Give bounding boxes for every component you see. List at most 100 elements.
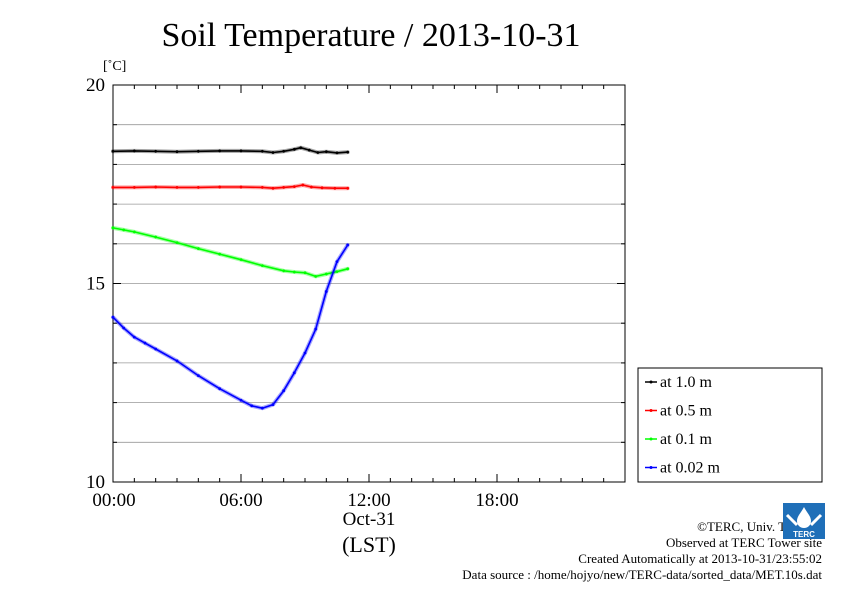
data-point <box>239 258 243 262</box>
data-point <box>196 186 200 189</box>
data-point <box>292 147 296 151</box>
series-line <box>112 244 349 410</box>
copyright-text: ©TERC, Univ. Tsukuba <box>697 519 822 534</box>
data-point <box>335 260 339 264</box>
data-point <box>292 185 296 189</box>
data-point <box>324 290 328 293</box>
data-point <box>154 185 158 189</box>
x-tick-label: 00:00 <box>92 490 135 511</box>
data-point <box>271 186 275 190</box>
data-point <box>346 243 350 247</box>
observed-text: Observed at TERC Tower site <box>665 535 822 550</box>
series-line <box>112 227 349 278</box>
data-point <box>122 228 126 232</box>
data-point <box>132 186 136 189</box>
data-point <box>307 148 311 152</box>
data-point <box>111 226 115 230</box>
legend-box <box>637 367 823 483</box>
legend-marker <box>649 409 653 412</box>
data-point <box>303 351 307 355</box>
data-point <box>310 185 313 189</box>
data-point <box>196 149 200 153</box>
data-point <box>314 327 318 331</box>
series-line <box>112 184 349 189</box>
data-point <box>175 150 179 154</box>
data-point <box>335 270 339 273</box>
data-point <box>111 149 115 153</box>
data-point <box>282 186 286 189</box>
data-point <box>320 186 324 190</box>
legend-label: at 0.1 m <box>660 431 713 448</box>
data-point <box>239 398 243 402</box>
data-point <box>292 270 296 274</box>
data-point <box>282 149 286 153</box>
legend-label: at 0.5 m <box>660 403 713 420</box>
logo-text: TERC <box>793 530 815 539</box>
data-point <box>218 185 222 189</box>
axis-ticks <box>113 84 625 483</box>
data-point <box>346 186 350 190</box>
data-point <box>111 315 115 319</box>
y-tick-label: 20 <box>86 75 105 96</box>
data-point <box>196 247 200 250</box>
data-point <box>132 335 136 339</box>
data-point <box>239 185 243 189</box>
data-point <box>239 149 243 153</box>
data-point <box>122 326 126 330</box>
data-point <box>218 149 222 153</box>
grid-lines <box>113 124 625 443</box>
y-axis-unit: [˚C] <box>103 59 126 74</box>
data-point <box>260 264 264 268</box>
data-point <box>111 186 115 189</box>
data-series <box>111 145 350 411</box>
data-point <box>271 403 275 406</box>
data-point <box>346 267 350 271</box>
legend: at 1.0 m at 0.5 m at 0.1 m at 0.02 m <box>637 367 823 483</box>
terc-logo: TERC <box>783 503 825 539</box>
created-text: Created Automatically at 2013-10-31/23:5… <box>578 551 822 566</box>
data-point <box>314 274 318 278</box>
data-point <box>196 374 200 378</box>
data-point <box>250 404 254 408</box>
data-point <box>154 347 158 351</box>
data-point <box>303 271 307 275</box>
series-halo <box>111 243 350 411</box>
x-axis-label: (LST) <box>342 532 396 557</box>
data-point <box>324 272 328 276</box>
data-point <box>333 186 337 190</box>
chart-title: Soil Temperature / 2013-10-31 <box>161 17 580 54</box>
data-point <box>260 149 264 153</box>
data-point <box>335 151 339 155</box>
data-point <box>292 371 296 375</box>
data-point <box>143 341 147 345</box>
data-point <box>218 387 222 391</box>
data-point <box>154 149 158 153</box>
x-tick-label: 18:00 <box>475 490 518 511</box>
data-point <box>301 183 305 187</box>
y-tick-label: 10 <box>86 472 105 493</box>
data-point <box>132 230 136 234</box>
x-tick-labels: 00:00 06:00 12:00 18:00 <box>92 490 518 511</box>
legend-marker <box>649 466 653 469</box>
legend-marker <box>649 380 653 384</box>
y-tick-labels: 20 15 10 <box>86 75 105 493</box>
x-tick-label: 06:00 <box>219 490 262 511</box>
data-point <box>299 146 303 150</box>
data-point <box>175 186 179 189</box>
data-point <box>175 241 179 245</box>
date-label: Oct-31 <box>343 509 396 530</box>
data-point <box>260 406 264 410</box>
data-point <box>260 186 264 189</box>
data-point <box>154 235 158 239</box>
data-source-text: Data source : /home/hojyo/new/TERC-data/… <box>462 567 822 582</box>
data-point <box>132 149 136 153</box>
data-point <box>282 269 286 273</box>
data-point <box>346 150 350 154</box>
legend-label: at 0.02 m <box>660 460 721 477</box>
data-point <box>282 389 286 393</box>
legend-label: at 1.0 m <box>660 374 713 391</box>
data-point <box>175 359 179 363</box>
data-point <box>271 151 275 154</box>
credits-block: ©TERC, Univ. Tsukuba Observed at TERC To… <box>462 519 822 583</box>
